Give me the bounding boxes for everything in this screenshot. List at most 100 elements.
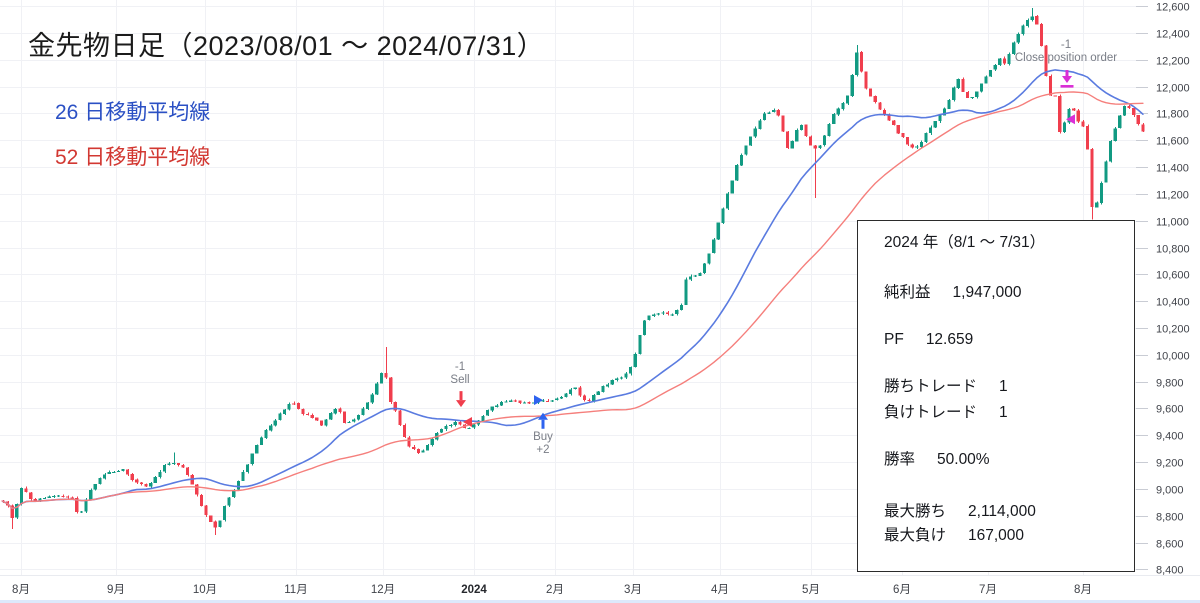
- candle-body: [315, 417, 319, 421]
- ma-line-26: [2, 69, 1144, 510]
- stats-row: 最大負け 167,000: [884, 527, 1134, 545]
- candle-body: [924, 132, 928, 143]
- candle-body: [956, 79, 960, 88]
- candle-body: [518, 400, 522, 403]
- candle-body: [347, 421, 351, 423]
- bottom-strip: [0, 600, 1200, 603]
- candle-body: [1122, 105, 1127, 116]
- x-axis-label: 2024: [461, 584, 487, 596]
- candle-body: [989, 70, 993, 77]
- stats-heading: 2024 年（8/1 ～ 7/31）: [884, 234, 1046, 251]
- candle-body: [89, 490, 93, 500]
- candle-body: [264, 430, 268, 438]
- buy-arrow: [538, 412, 548, 429]
- candle-body: [107, 472, 111, 475]
- candle-body: [1062, 122, 1067, 133]
- candle-body: [301, 409, 305, 415]
- candle-body: [670, 314, 674, 316]
- candle-body: [356, 414, 360, 420]
- candle-body: [139, 482, 144, 484]
- candle-body: [933, 121, 937, 128]
- y-axis-label: 10,000: [1156, 351, 1190, 363]
- stats-label: 勝ちトレード: [884, 378, 978, 395]
- candle-body: [282, 409, 287, 415]
- candle-body: [758, 120, 762, 129]
- candle-body: [1127, 106, 1131, 108]
- candle-body: [1081, 121, 1085, 127]
- x-axis-label: 3月: [624, 584, 642, 596]
- candle-body: [389, 377, 393, 403]
- candle-body: [1012, 42, 1016, 54]
- candle-body: [1053, 95, 1057, 97]
- candle-body: [1099, 183, 1103, 204]
- candle-body: [596, 391, 600, 395]
- y-axis-label: 9,000: [1156, 485, 1184, 497]
- candle-body: [1136, 115, 1140, 125]
- candle-body: [827, 123, 831, 136]
- stats-rows: 純利益 1,947,000 PF 12.659 勝ちトレード 1 負けトレード 1 勝率 50.0…: [884, 284, 1134, 545]
- candle-body: [84, 499, 88, 512]
- candle-body: [767, 112, 771, 114]
- candle-body: [333, 408, 337, 414]
- y-axis-label: 9,200: [1156, 458, 1184, 470]
- candle-body: [887, 114, 891, 121]
- stats-row: 純利益 1,947,000: [884, 284, 1134, 302]
- x-axis-label: 5月: [802, 584, 820, 596]
- candle-body: [439, 428, 444, 433]
- candle-body: [601, 386, 605, 392]
- candle-body: [545, 400, 550, 402]
- candle-body: [430, 439, 434, 446]
- candle-body: [1049, 75, 1053, 96]
- candle-body: [938, 115, 942, 122]
- buy-label: Buy: [533, 431, 553, 443]
- candle-body: [319, 420, 324, 426]
- candle-body: [33, 498, 37, 502]
- sell-fill-triangle: [463, 417, 472, 428]
- candle-body: [29, 492, 33, 499]
- candle-body: [776, 110, 780, 116]
- candle-body: [416, 448, 420, 453]
- close-label: Close position order: [1014, 52, 1118, 64]
- candle-body: [204, 505, 208, 516]
- candle-body: [153, 477, 157, 483]
- candle-body: [172, 463, 176, 465]
- x-axis-label: 9月: [107, 584, 125, 596]
- candle-body: [444, 426, 448, 430]
- candle-body: [721, 208, 725, 223]
- candle-body: [532, 402, 536, 404]
- stats-label: 勝率: [884, 451, 916, 468]
- candle-body: [421, 450, 425, 453]
- candle-body: [859, 52, 863, 72]
- candle-body: [915, 146, 919, 148]
- candle-body: [195, 484, 199, 495]
- y-axis-label: 11,800: [1156, 109, 1189, 121]
- candle-body: [1095, 202, 1099, 208]
- candle-body: [619, 377, 624, 379]
- x-axis-label: 4月: [711, 584, 729, 596]
- candle-body: [882, 109, 887, 115]
- candle-body: [818, 145, 822, 149]
- candle-body: [329, 413, 333, 420]
- x-axis-label: 7月: [979, 584, 997, 596]
- x-axis-label: 2月: [546, 584, 564, 596]
- candle-body: [1118, 115, 1122, 129]
- candle-body: [98, 478, 102, 485]
- candle-body: [1021, 25, 1025, 35]
- candle-body: [66, 496, 70, 498]
- stats-row: 負けトレード 1: [884, 404, 1134, 422]
- candle-body: [569, 389, 573, 395]
- stats-box: 2024 年（8/1 ～ 7/31） 純利益 1,947,000 PF 12.659 勝…: [857, 220, 1135, 572]
- candle-body: [1090, 148, 1094, 208]
- candle-body: [716, 222, 720, 240]
- candle-body: [961, 78, 965, 92]
- candle-body: [1113, 128, 1117, 141]
- candle-body: [1025, 19, 1030, 26]
- candle-body: [753, 128, 757, 137]
- candle-body: [1141, 124, 1145, 132]
- candle-body: [425, 444, 430, 451]
- sell-arrow: [456, 391, 466, 408]
- candle-body: [892, 120, 896, 125]
- candle-body: [485, 410, 490, 416]
